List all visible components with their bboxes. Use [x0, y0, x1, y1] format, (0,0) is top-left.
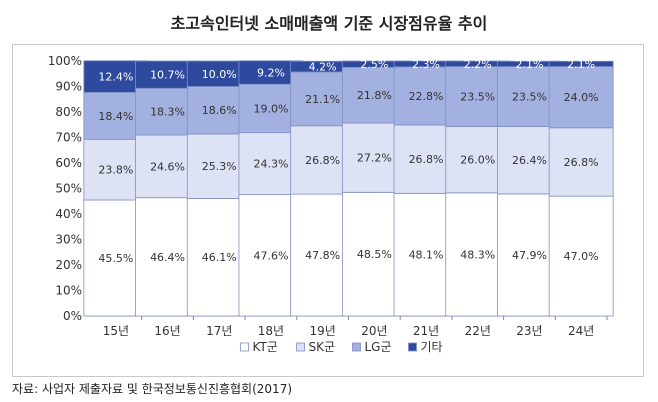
x-tick-label: 22년	[465, 324, 491, 338]
data-label: 2.5%	[360, 58, 388, 71]
bar-segment	[548, 127, 614, 197]
data-label: 10.7%	[150, 69, 185, 82]
data-label: 21.8%	[357, 89, 392, 102]
data-label: 26.8%	[564, 156, 599, 169]
data-label: 18.3%	[150, 106, 185, 119]
bar-segment	[548, 195, 614, 317]
data-label: 27.2%	[357, 152, 392, 165]
data-label: 26.8%	[305, 154, 340, 167]
data-label: 46.4%	[150, 251, 185, 264]
y-tick-label: 20%	[55, 258, 82, 272]
data-label: 21.1%	[305, 93, 340, 106]
data-label: 19.0%	[253, 102, 288, 115]
data-label: 47.0%	[564, 250, 599, 263]
bar-segment	[548, 66, 614, 129]
data-label: 18.6%	[202, 104, 237, 117]
x-tick-label: 18년	[258, 324, 284, 338]
data-label: 23.5%	[460, 91, 495, 104]
x-tick-label: 24년	[568, 324, 594, 338]
data-label: 47.6%	[253, 249, 288, 262]
data-label: 23.8%	[98, 164, 133, 177]
data-label: 48.1%	[409, 249, 444, 262]
stacked-bar-chart: 0% 10% 20% 30% 40% 50% 60% 70% 80% 90% 100% 45.5% 23…	[48, 54, 614, 354]
legend-label: LG군	[365, 340, 392, 354]
data-label: 48.3%	[460, 248, 495, 261]
y-tick-label: 90%	[55, 80, 82, 94]
x-tick-label: 19년	[309, 324, 335, 338]
legend-label: KT군	[253, 340, 278, 354]
data-label: 25.3%	[202, 160, 237, 173]
data-label: 2.3%	[412, 58, 440, 71]
legend-swatch	[352, 342, 361, 352]
data-label: 46.1%	[202, 251, 237, 264]
data-label: 48.5%	[357, 248, 392, 261]
data-label: 10.0%	[202, 68, 237, 81]
y-tick-label: 70%	[55, 131, 82, 145]
y-tick-label: 60%	[55, 156, 82, 170]
legend-label: 기타	[421, 340, 443, 354]
y-tick-label: 0%	[63, 309, 82, 323]
data-label: 2.2%	[464, 58, 492, 71]
x-tick-label: 20년	[361, 324, 387, 338]
legend-swatch	[240, 342, 249, 352]
data-label: 12.4%	[98, 71, 133, 84]
data-label: 9.2%	[257, 66, 285, 79]
y-tick-label: 50%	[55, 182, 82, 196]
legend-label: SK군	[309, 340, 336, 354]
legend-swatch	[408, 342, 417, 352]
data-label: 2.1%	[515, 58, 543, 71]
y-tick-label: 30%	[55, 233, 82, 247]
x-tick-label: 16년	[154, 324, 180, 338]
chart-frame: 0% 10% 20% 30% 40% 50% 60% 70% 80% 90% 100% 45.5% 23…	[12, 44, 644, 377]
data-label: 26.4%	[512, 154, 547, 167]
legend-swatch	[296, 342, 305, 352]
data-label: 26.0%	[460, 154, 495, 167]
y-tick-label: 40%	[55, 207, 82, 221]
bar-segment	[548, 60, 614, 68]
data-label: 23.5%	[512, 91, 547, 104]
x-tick-label: 21년	[413, 324, 439, 338]
data-label: 26.8%	[409, 153, 444, 166]
data-label: 22.8%	[409, 90, 444, 103]
x-tick-label: 15년	[103, 324, 129, 338]
data-label: 47.8%	[305, 249, 340, 262]
source-note: 자료: 사업자 제출자료 및 한국정보통신진흥협회(2017)	[12, 382, 293, 396]
chart-title: 초고속인터넷 소매매출액 기준 시장점유율 추이	[170, 14, 488, 33]
data-label: 18.4%	[98, 110, 133, 123]
data-label: 24.0%	[564, 91, 599, 104]
data-label: 45.5%	[98, 252, 133, 265]
y-tick-label: 80%	[55, 105, 82, 119]
x-tick-label: 23년	[516, 324, 542, 338]
data-label: 47.9%	[512, 249, 547, 262]
data-label: 4.2%	[309, 61, 337, 74]
y-tick-label: 100%	[48, 54, 82, 68]
x-tick-label: 17년	[206, 324, 232, 338]
y-tick-label: 10%	[55, 284, 82, 298]
data-label: 2.1%	[567, 58, 595, 71]
data-label: 24.3%	[253, 158, 288, 171]
data-label: 24.6%	[150, 160, 185, 173]
